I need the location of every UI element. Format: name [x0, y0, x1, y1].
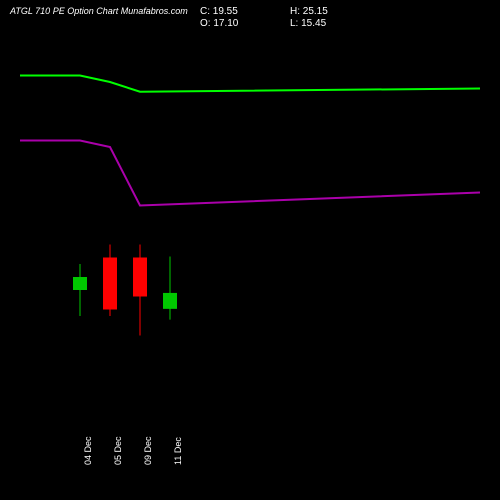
x-tick-label: 11 Dec — [173, 437, 183, 465]
plot-area — [20, 30, 480, 420]
ohlc-high: H: 25.15 — [290, 6, 328, 17]
x-axis-labels: 04 Dec 05 Dec 09 Dec 11 Dec — [20, 420, 480, 470]
ohlc-low: L: 15.45 — [290, 18, 326, 29]
candle-body — [103, 258, 117, 310]
chart-container: ATGL 710 PE Option Chart Munafabros.com … — [0, 0, 500, 500]
x-tick-label: 04 Dec — [83, 436, 93, 465]
candle-body — [163, 293, 177, 309]
ohlc-close: C: 19.55 — [200, 6, 238, 17]
x-tick-label: 09 Dec — [143, 436, 153, 465]
chart-svg — [20, 30, 480, 420]
indicator-line — [20, 76, 480, 92]
chart-title: ATGL 710 PE Option Chart Munafabros.com — [10, 6, 188, 16]
indicator-line — [20, 141, 480, 206]
candle-body — [73, 277, 87, 290]
candle-body — [133, 258, 147, 297]
ohlc-open: O: 17.10 — [200, 18, 238, 29]
x-tick-label: 05 Dec — [113, 436, 123, 465]
